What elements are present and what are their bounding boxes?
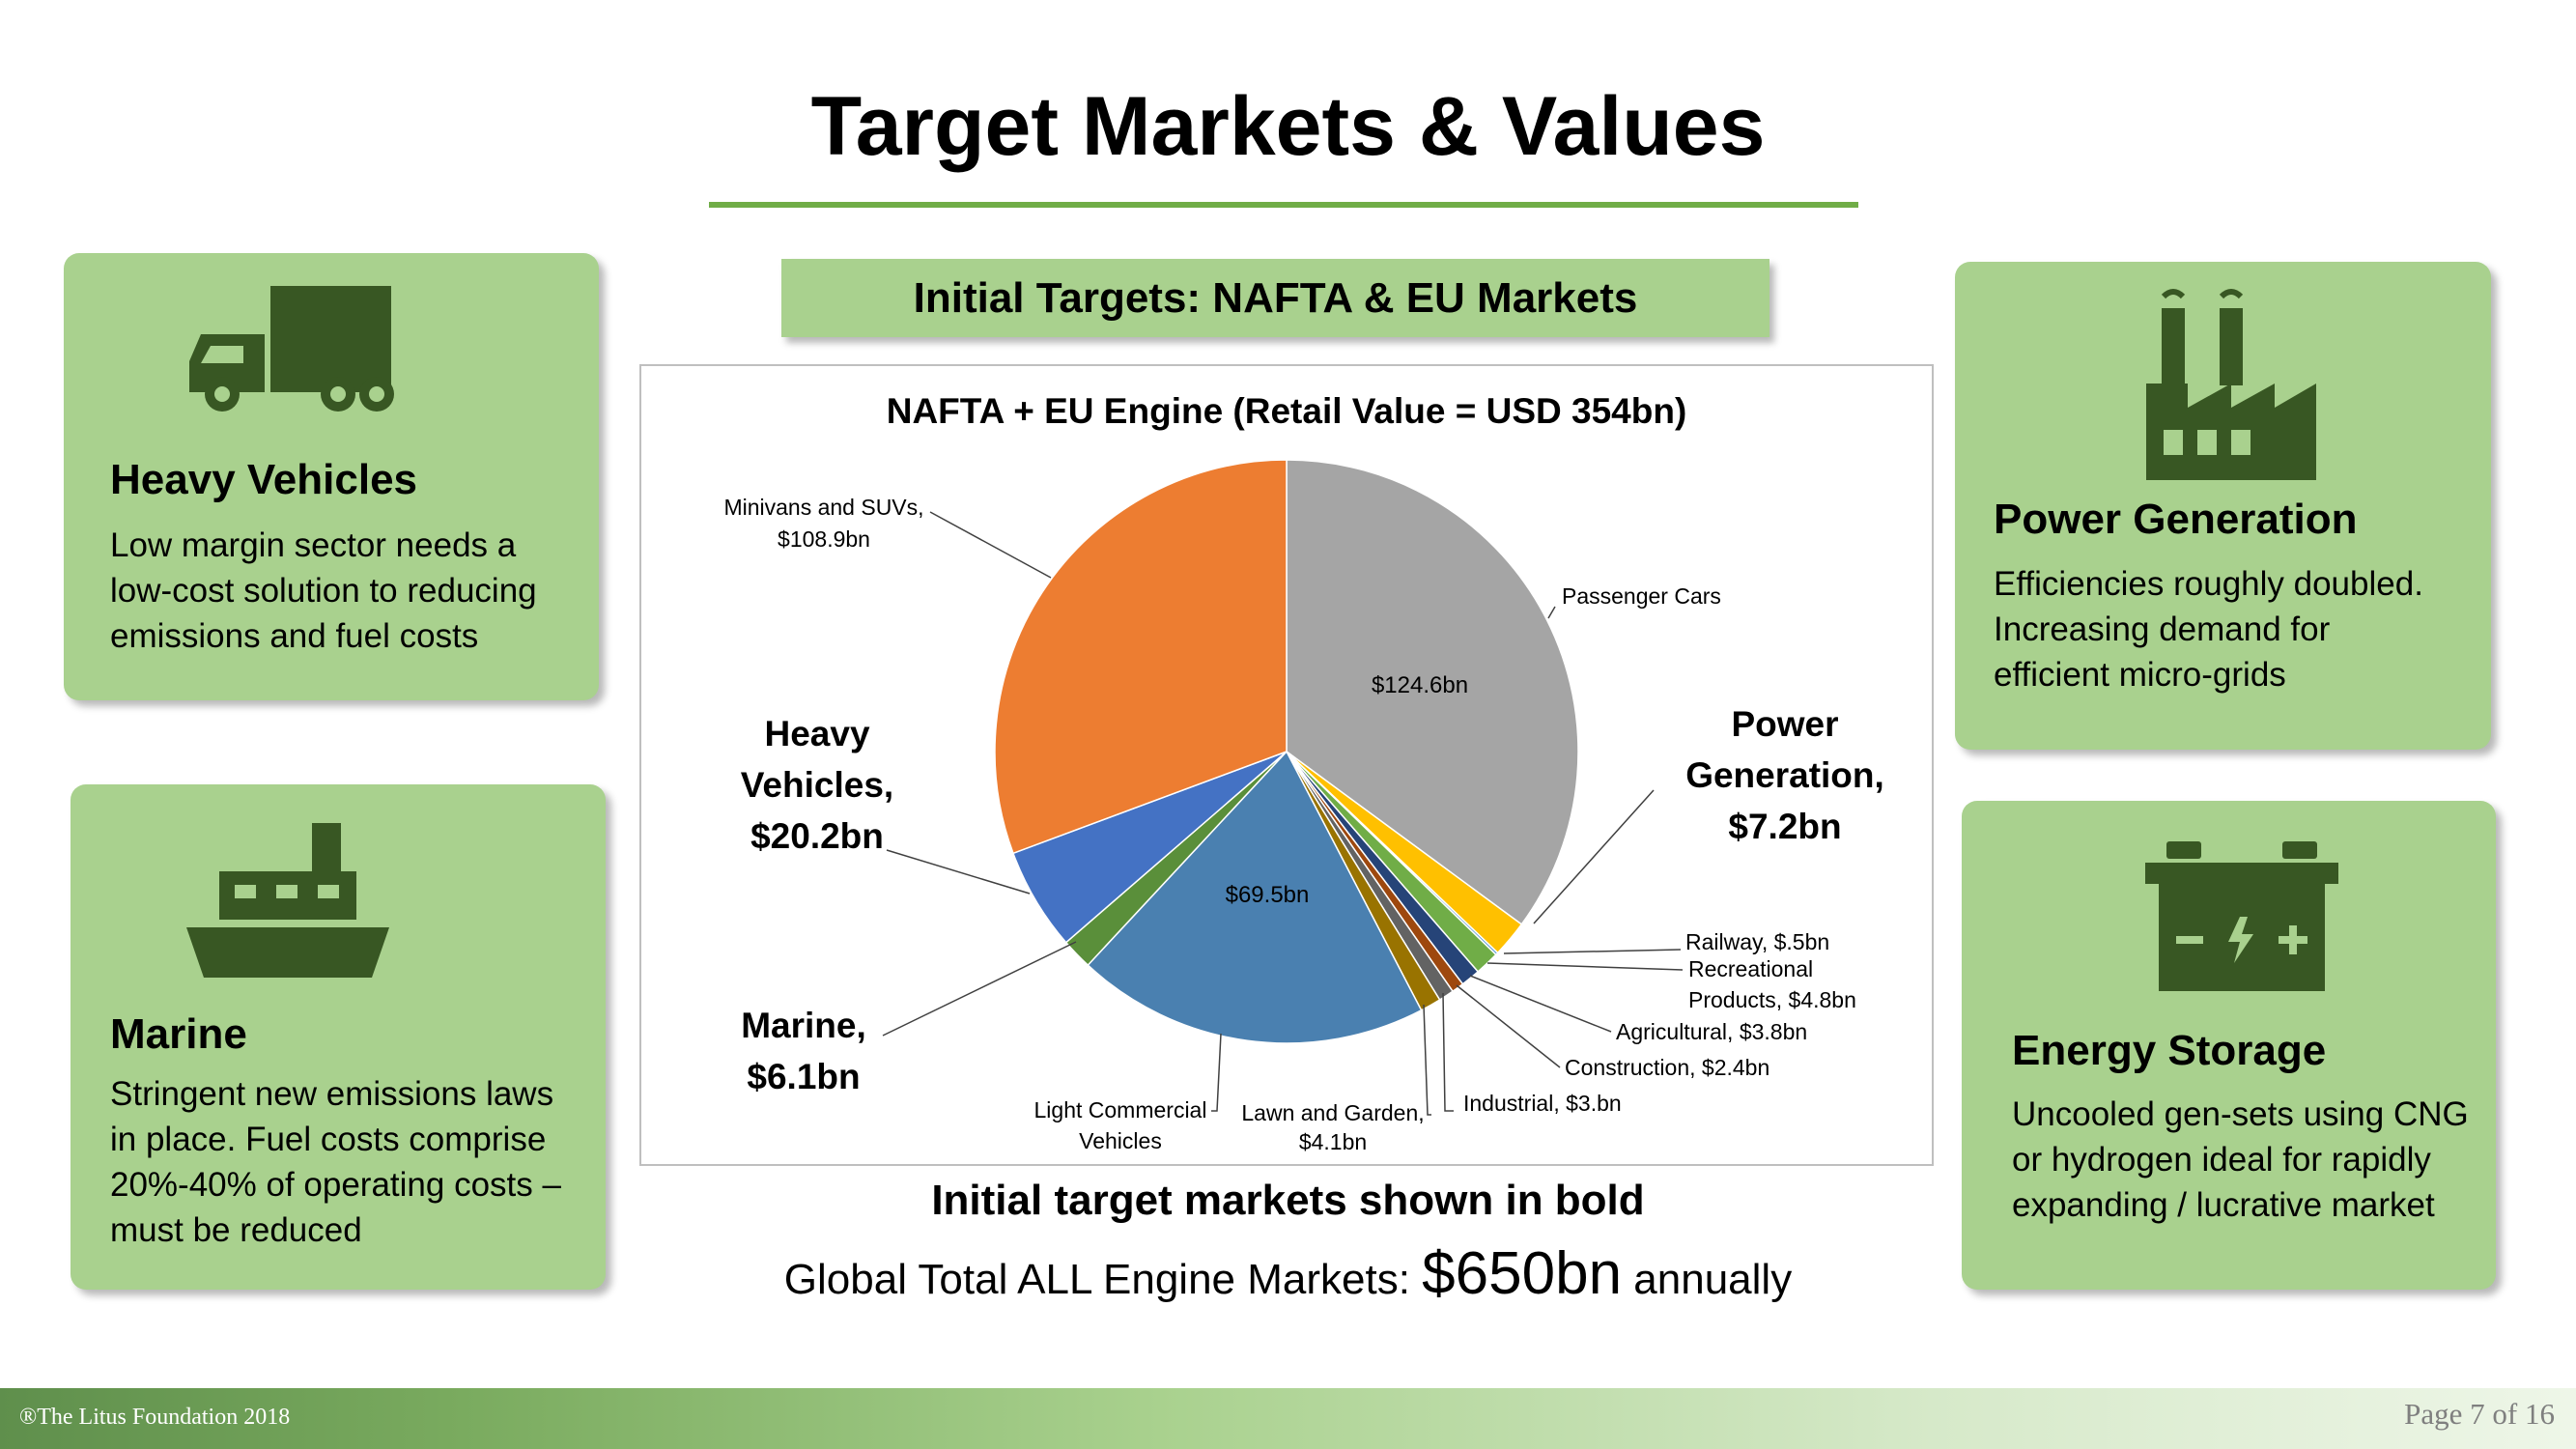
leader-line [1503, 949, 1682, 954]
pie-slice [1286, 459, 1579, 925]
card-text-line: expanding / lucrative market [2012, 1186, 2435, 1224]
slice-label-line: $108.9bn [778, 526, 870, 552]
card-text-line: efficient micro-grids [1994, 656, 2286, 694]
card-text-line: in place. Fuel costs comprise [110, 1121, 547, 1158]
card-text-line: must be reduced [110, 1211, 362, 1249]
leader-line [1423, 1004, 1431, 1116]
slice-label-line: Generation, [1685, 755, 1884, 795]
total-value: $650bn [1422, 1240, 1623, 1307]
title-underline [709, 202, 1858, 208]
slice-label-line: Industrial, $3.bn [1463, 1091, 1622, 1116]
slice-label-line: Railway, $.5bn [1685, 929, 1829, 954]
leader-line [1211, 1033, 1222, 1112]
card-text-line: emissions and fuel costs [110, 617, 479, 655]
leader-line [1533, 789, 1655, 924]
slice-label-line: Light Commercial [1034, 1097, 1207, 1122]
total-suffix: annually [1622, 1256, 1793, 1303]
card-power-generation: Power Generation Efficiencies roughly do… [1955, 262, 2491, 750]
slice-label: Minivans and SUVs, $108.9bn [723, 495, 923, 552]
card-text-line: Low margin sector needs a [110, 526, 517, 564]
slice-label: Heavy Vehicles, $20.2bn [741, 714, 893, 856]
slice-label-line: Vehicles, [741, 765, 893, 805]
slice-label: Power Generation, $7.2bn [1685, 704, 1884, 846]
card-text-line: Uncooled gen-sets using CNG [2012, 1095, 2469, 1133]
leader-line [1486, 962, 1684, 971]
initial-targets-banner: Initial Targets: NAFTA & EU Markets [781, 259, 1769, 337]
leader-line [1456, 984, 1561, 1068]
page-number: Page 7 of 16 [2404, 1397, 2555, 1431]
card-text-line: or hydrogen ideal for rapidly [2012, 1141, 2431, 1179]
slice-label-line: Marine, [741, 1006, 866, 1045]
slice-label-line: Agricultural, $3.8bn [1616, 1019, 1807, 1044]
slice-label: Lawn and Garden, $4.1bn [1241, 1100, 1424, 1154]
card-title: Marine [110, 1010, 247, 1058]
leader-line [1442, 992, 1454, 1112]
battery-icon [2145, 841, 2338, 991]
slice-label-line: Minivans and SUVs, [723, 495, 923, 520]
slice-label-line: $6.1bn [747, 1057, 860, 1096]
leader-line [886, 849, 1031, 895]
leader-line [929, 511, 1052, 579]
truck-icon [189, 286, 394, 412]
slice-label-line: $20.2bn [750, 816, 884, 856]
slice-label-line: $7.2bn [1728, 807, 1841, 846]
card-title: Energy Storage [2012, 1027, 2327, 1074]
card-text-line: low-cost solution to reducing [110, 572, 537, 610]
caption-global-total: Global Total ALL Engine Markets: $650bn … [0, 1239, 2576, 1308]
slice-label: Passenger Cars [1562, 583, 1721, 609]
card-title: Power Generation [1994, 496, 2358, 543]
slide-title: Target Markets & Values [810, 80, 1766, 173]
slice-value-label: $69.5bn [1226, 882, 1310, 908]
slice-label: Construction, $2.4bn [1565, 1055, 1769, 1080]
slice-label: Industrial, $3.bn [1463, 1091, 1622, 1116]
slice-label: Recreational Products, $4.8bn [1688, 956, 1856, 1012]
total-prefix: Global Total ALL Engine Markets: [783, 1256, 1423, 1303]
slice-label-line: $4.1bn [1299, 1129, 1367, 1154]
slice-label-line: Products, $4.8bn [1688, 987, 1856, 1012]
leader-line [1547, 606, 1556, 619]
slice-value-label: $124.6bn [1372, 672, 1468, 698]
slice-label: Railway, $.5bn [1685, 929, 1829, 954]
ship-icon [186, 823, 389, 978]
card-energy-storage: Energy Storage Uncooled gen-sets using C… [1962, 801, 2496, 1290]
chart-title: NAFTA + EU Engine (Retail Value = USD 35… [887, 391, 1687, 431]
slice-label: Agricultural, $3.8bn [1616, 1019, 1807, 1044]
factory-icon [2146, 289, 2316, 480]
pie-slice [994, 459, 1288, 855]
leader-line [1469, 975, 1612, 1033]
slice-label-line: Vehicles [1079, 1128, 1162, 1153]
leader-line [882, 941, 1077, 1037]
card-text-line: Stringent new emissions laws [110, 1075, 554, 1113]
card-marine: Marine Stringent new emissions laws in p… [71, 784, 606, 1290]
slice-label-line: Lawn and Garden, [1241, 1100, 1424, 1125]
slice-label: Marine, $6.1bn [741, 1006, 866, 1096]
card-title: Heavy Vehicles [110, 456, 418, 503]
footer-bar [0, 1388, 2576, 1449]
card-text-line: 20%-40% of operating costs – [110, 1166, 561, 1204]
slice-label: Light Commercial Vehicles [1034, 1097, 1207, 1153]
slice-label-line: Heavy [764, 714, 869, 753]
card-text-line: Increasing demand for [1994, 611, 2331, 648]
slice-label-line: Recreational [1688, 956, 1813, 981]
card-heavy-vehicles: Heavy Vehicles Low margin sector needs a… [64, 253, 599, 700]
slice-label-line: Power [1731, 704, 1838, 744]
card-text-line: Efficiencies roughly doubled. [1994, 565, 2423, 603]
pie-slice [1087, 750, 1423, 1044]
caption-initial-targets: Initial target markets shown in bold [931, 1177, 1645, 1224]
footer-copyright: ®The Litus Foundation 2018 [19, 1405, 291, 1430]
slice-label-line: Construction, $2.4bn [1565, 1055, 1769, 1080]
slice-label-line: Passenger Cars [1562, 583, 1721, 609]
